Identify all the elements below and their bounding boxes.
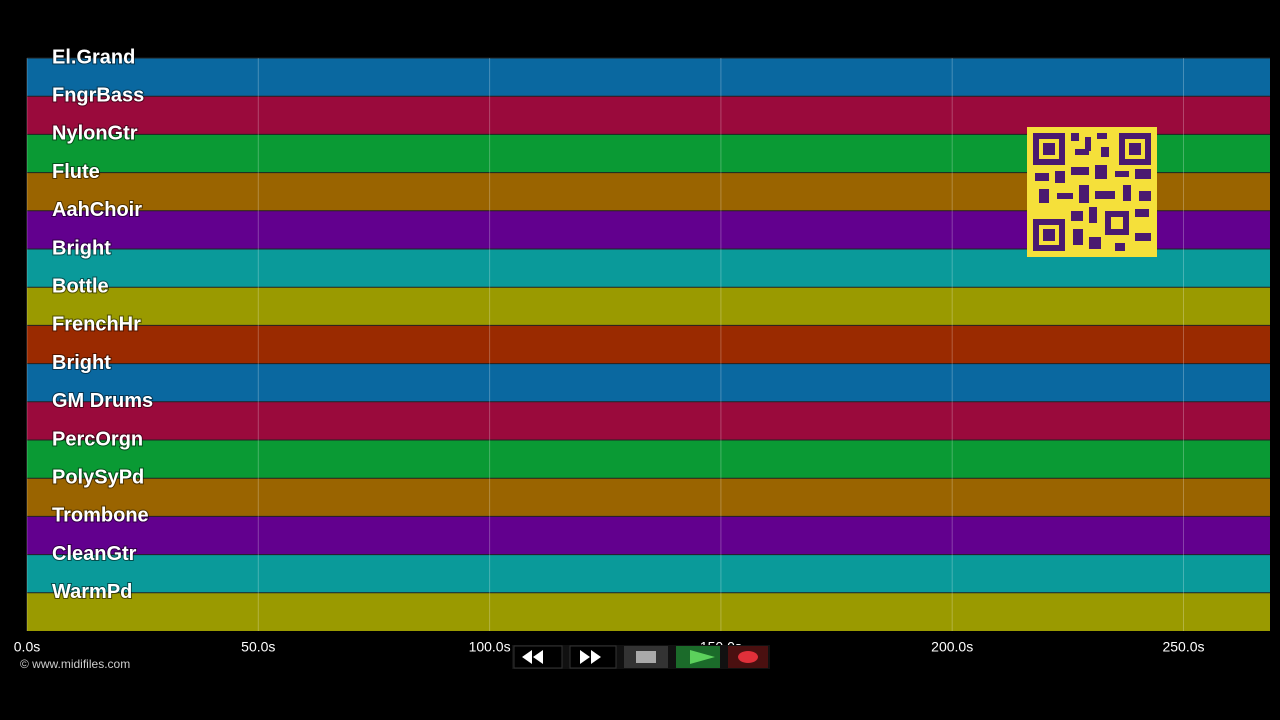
track-band bbox=[27, 58, 1270, 97]
record-button[interactable] bbox=[728, 646, 768, 668]
time-tick-label: 100.0s bbox=[469, 639, 511, 655]
transport-controls bbox=[512, 645, 770, 669]
track-band bbox=[27, 287, 1270, 326]
track-name: CleanGtr bbox=[52, 543, 137, 565]
track-band bbox=[27, 363, 1270, 402]
time-tick-label: 250.0s bbox=[1162, 639, 1204, 655]
track-name: Bright bbox=[52, 237, 111, 259]
track-name: PolySyPd bbox=[52, 466, 144, 488]
track-name: GM Drums bbox=[52, 390, 153, 412]
track-band bbox=[27, 478, 1270, 517]
track-name: NylonGtr bbox=[52, 123, 138, 145]
track-band bbox=[27, 401, 1270, 440]
track-name: WarmPd bbox=[52, 581, 132, 603]
track-name: FrenchHr bbox=[52, 314, 141, 336]
track-band bbox=[27, 516, 1270, 555]
track-labels: El.Grand FngrBass NylonGtr Flute AahChoir Bri… bbox=[51, 45, 154, 604]
time-tick-label: 0.0s bbox=[14, 639, 40, 655]
track-name: Bright bbox=[52, 352, 111, 374]
track-name: El.Grand bbox=[52, 46, 135, 68]
fast-forward-button[interactable] bbox=[569, 645, 617, 669]
copyright: © www.midifiles.com bbox=[20, 657, 130, 671]
track-band bbox=[27, 440, 1270, 479]
time-tick-label: 200.0s bbox=[931, 639, 973, 655]
time-tick-label: 50.0s bbox=[241, 639, 275, 655]
qr-code bbox=[1027, 127, 1157, 257]
track-band bbox=[27, 592, 1270, 631]
stop-button[interactable] bbox=[624, 646, 668, 668]
grid bbox=[26, 58, 1184, 631]
track-name: Bottle bbox=[52, 275, 109, 297]
track-name: Trombone bbox=[52, 505, 149, 527]
track-band bbox=[27, 325, 1270, 364]
track-name: Flute bbox=[52, 161, 100, 183]
track-name: AahChoir bbox=[52, 199, 142, 221]
track-name: PercOrgn bbox=[52, 428, 143, 450]
track-name: FngrBass bbox=[52, 84, 144, 106]
track-band bbox=[27, 554, 1270, 593]
play-button[interactable] bbox=[676, 646, 720, 668]
rewind-button[interactable] bbox=[513, 645, 563, 669]
